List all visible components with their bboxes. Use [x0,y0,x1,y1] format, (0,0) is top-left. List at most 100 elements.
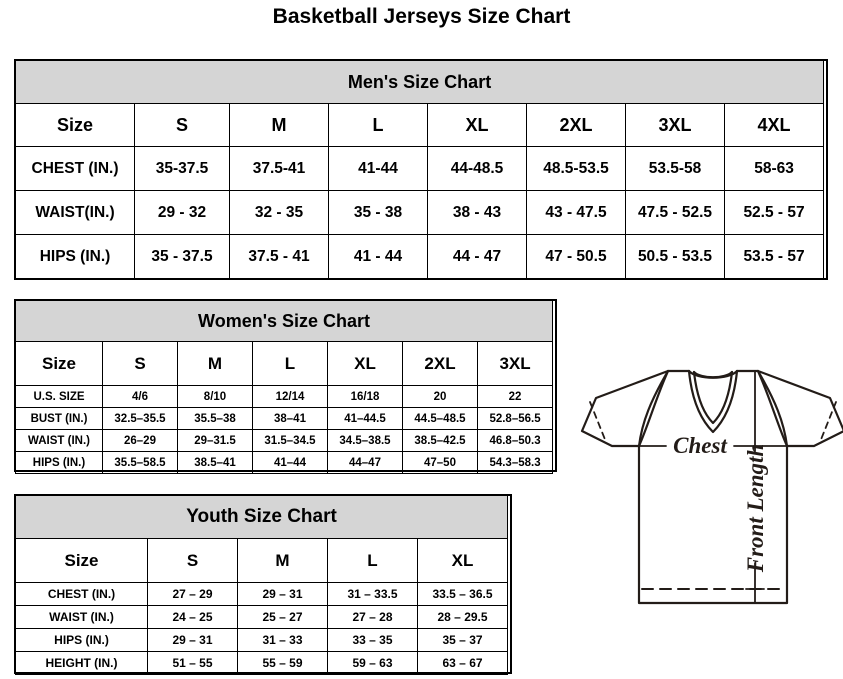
womens-waist-2xl: 38.5–42.5 [402,429,478,452]
table-row: WAIST (IN.) 24 – 25 25 – 27 27 – 28 28 –… [15,605,509,629]
youth-col-header-xl: XL [416,538,509,583]
womens-col-header-3xl: 3XL [476,341,554,386]
mens-waist-2xl: 43 - 47.5 [526,190,626,235]
youth-row-label-height: HEIGHT (IN.) [15,651,148,675]
womens-bust-3xl: 52.8–56.5 [476,407,554,430]
mens-chart-band-title: Men's Size Chart [14,60,825,104]
womens-ussize-2xl: 20 [402,385,478,408]
mens-col-header-3xl: 3XL [625,103,725,147]
mens-hips-m: 37.5 - 41 [229,234,329,279]
youth-height-s: 51 – 55 [147,651,238,675]
mens-col-header-m: M [229,103,329,147]
womens-ussize-xl: 16/18 [327,385,403,408]
mens-waist-s: 29 - 32 [134,190,230,235]
table-row: HIPS (IN.) 35 - 37.5 37.5 - 41 41 - 44 4… [15,234,825,279]
womens-col-header-l: L [252,341,328,386]
womens-hips-l: 41–44 [252,451,328,474]
mens-col-header-xl: XL [427,103,527,147]
page-title: Basketball Jerseys Size Chart [272,5,571,28]
mens-col-header-l: L [328,103,428,147]
womens-header-row: Size S M L XL 2XL 3XL [15,341,554,386]
youth-col-header-m: M [237,538,328,583]
womens-row-label-hips: HIPS (IN.) [15,451,103,474]
jersey-measurement-diagram: Chest Front Length [556,358,843,658]
womens-row-label-waist: WAIST (IN.) [15,429,103,452]
womens-waist-l: 31.5–34.5 [252,429,328,452]
womens-waist-xl: 34.5–38.5 [327,429,403,452]
youth-waist-s: 24 – 25 [147,605,238,629]
mens-chest-3xl: 53.5-58 [625,146,725,191]
youth-chest-s: 27 – 29 [147,582,238,606]
jersey-body-outline [637,444,789,605]
youth-hips-m: 31 – 33 [237,628,328,652]
womens-hips-s: 35.5–58.5 [102,451,178,474]
womens-chart-band-title: Women's Size Chart [14,300,554,342]
mens-chest-xl: 44-48.5 [427,146,527,191]
mens-row-label-chest: CHEST (IN.) [15,146,135,191]
youth-col-header-size: Size [15,538,148,583]
table-row: HIPS (IN.) 35.5–58.5 38.5–41 41–44 44–47… [15,451,554,474]
jersey-right-sleeve-seam [756,369,789,448]
youth-chart-band-title: Youth Size Chart [14,495,509,539]
mens-band-row: Men's Size Chart [14,60,825,104]
mens-size-chart-table: Men's Size Chart Size S M L XL 2XL 3XL 4… [14,60,825,279]
youth-chest-m: 29 – 31 [237,582,328,606]
mens-chest-m: 37.5-41 [229,146,329,191]
mens-hips-3xl: 50.5 - 53.5 [625,234,725,279]
womens-ussize-m: 8/10 [177,385,253,408]
youth-col-header-l: L [327,538,418,583]
chest-measure-label: Chest [673,433,727,458]
mens-col-header-size: Size [15,103,135,147]
mens-col-header-2xl: 2XL [526,103,626,147]
womens-hips-2xl: 47–50 [402,451,478,474]
table-row: BUST (IN.) 32.5–35.5 35.5–38 38–41 41–44… [15,407,554,430]
youth-chest-l: 31 – 33.5 [327,582,418,606]
mens-chest-2xl: 48.5-53.5 [526,146,626,191]
womens-ussize-3xl: 22 [476,385,554,408]
womens-bust-l: 38–41 [252,407,328,430]
youth-chest-xl: 33.5 – 36.5 [416,582,509,606]
mens-col-header-s: S [134,103,230,147]
womens-band-row: Women's Size Chart [14,300,554,342]
youth-size-chart-table: Youth Size Chart Size S M L XL CHEST (IN… [14,495,509,675]
womens-bust-xl: 41–44.5 [327,407,403,430]
table-row: HIPS (IN.) 29 – 31 31 – 33 33 – 35 35 – … [15,628,509,652]
mens-waist-l: 35 - 38 [328,190,428,235]
womens-size-chart-table: Women's Size Chart Size S M L XL 2XL 3XL… [14,300,554,474]
youth-row-label-hips: HIPS (IN.) [15,628,148,652]
mens-col-header-4xl: 4XL [723,103,825,147]
youth-waist-xl: 28 – 29.5 [416,605,509,629]
mens-chest-s: 35-37.5 [134,146,230,191]
table-row: WAIST(IN.) 29 - 32 32 - 35 35 - 38 38 - … [15,190,825,235]
mens-header-row: Size S M L XL 2XL 3XL 4XL [15,103,825,147]
mens-hips-l: 41 - 44 [328,234,428,279]
jersey-collar-arc-inner [692,370,734,379]
mens-row-label-waist: WAIST(IN.) [15,190,135,235]
youth-hips-xl: 35 – 37 [416,628,509,652]
mens-waist-3xl: 47.5 - 52.5 [625,190,725,235]
mens-waist-4xl: 52.5 - 57 [723,190,825,235]
womens-waist-s: 26–29 [102,429,178,452]
womens-col-header-s: S [102,341,178,386]
womens-col-header-2xl: 2XL [402,341,478,386]
youth-waist-l: 27 – 28 [327,605,418,629]
table-row: CHEST (IN.) 27 – 29 29 – 31 31 – 33.5 33… [15,582,509,606]
mens-hips-s: 35 - 37.5 [134,234,230,279]
jersey-left-cuff-stitch [589,401,607,443]
youth-header-row: Size S M L XL [15,538,509,583]
table-row: HEIGHT (IN.) 51 – 55 55 – 59 59 – 63 63 … [15,651,509,675]
jersey-left-sleeve [580,369,670,448]
youth-band-row: Youth Size Chart [14,495,509,539]
youth-col-header-s: S [147,538,238,583]
womens-ussize-l: 12/14 [252,385,328,408]
womens-waist-m: 29–31.5 [177,429,253,452]
womens-row-label-us-size: U.S. SIZE [15,385,103,408]
mens-hips-4xl: 53.5 - 57 [723,234,825,279]
womens-waist-3xl: 46.8–50.3 [476,429,554,452]
womens-col-header-xl: XL [327,341,403,386]
youth-height-l: 59 – 63 [327,651,418,675]
jersey-left-sleeve-seam [637,369,670,448]
womens-col-header-m: M [177,341,253,386]
womens-bust-2xl: 44.5–48.5 [402,407,478,430]
jersey-right-sleeve [756,369,843,448]
